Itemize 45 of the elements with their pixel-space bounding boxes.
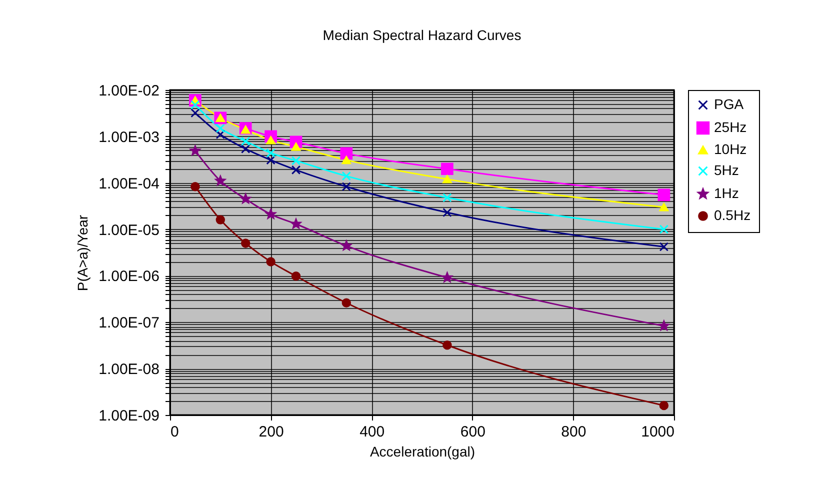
y-tick-label: 1.00E-02	[98, 82, 160, 100]
point	[216, 124, 226, 133]
y-tick-label: 1.00E-07	[98, 314, 160, 332]
point	[442, 193, 452, 202]
x-tick-label: 0	[170, 424, 179, 440]
point	[340, 147, 353, 160]
point	[659, 242, 669, 252]
point	[342, 182, 352, 192]
point	[190, 108, 200, 118]
x-tick-label: 400	[360, 424, 385, 440]
x-tick-label: 1000	[641, 424, 674, 440]
legend-label: PGA	[714, 96, 744, 112]
legend-label: 0.5Hz	[714, 207, 751, 223]
point	[441, 162, 454, 176]
y-tick-label: 1.00E-03	[98, 128, 160, 146]
point	[190, 100, 200, 110]
point	[658, 188, 670, 202]
point	[266, 208, 276, 219]
y-tick-label: 1.00E-09	[98, 408, 160, 424]
point	[190, 145, 200, 156]
x-tick-label: 200	[258, 424, 284, 440]
y-axis-title: P(A>a)/Year	[74, 214, 91, 292]
legend-label: 10Hz	[714, 141, 747, 157]
point	[266, 155, 276, 165]
y-tick-label: 1.00E-08	[98, 361, 160, 378]
point	[659, 224, 669, 234]
x-axis-title: Acceleration(gal)	[370, 444, 476, 460]
point	[442, 208, 452, 218]
point	[341, 240, 352, 250]
chart-title: Median Spectral Hazard Curves	[322, 27, 522, 43]
point	[342, 171, 352, 181]
point	[266, 148, 276, 158]
point	[240, 136, 250, 146]
y-tick-label: 1.00E-05	[98, 222, 160, 239]
y-tick-label: 1.00E-04	[98, 175, 160, 192]
y-tick-label: 1.00E-06	[98, 268, 160, 286]
legend-label: 25Hz	[714, 119, 747, 135]
point	[291, 165, 301, 175]
legend-label: 5Hz	[714, 162, 739, 178]
point	[216, 130, 226, 140]
point	[291, 156, 301, 166]
point	[240, 144, 250, 154]
x-tick-label: 600	[460, 424, 486, 440]
legend-label: 1Hz	[714, 185, 739, 201]
x-tick-label: 800	[561, 424, 586, 440]
